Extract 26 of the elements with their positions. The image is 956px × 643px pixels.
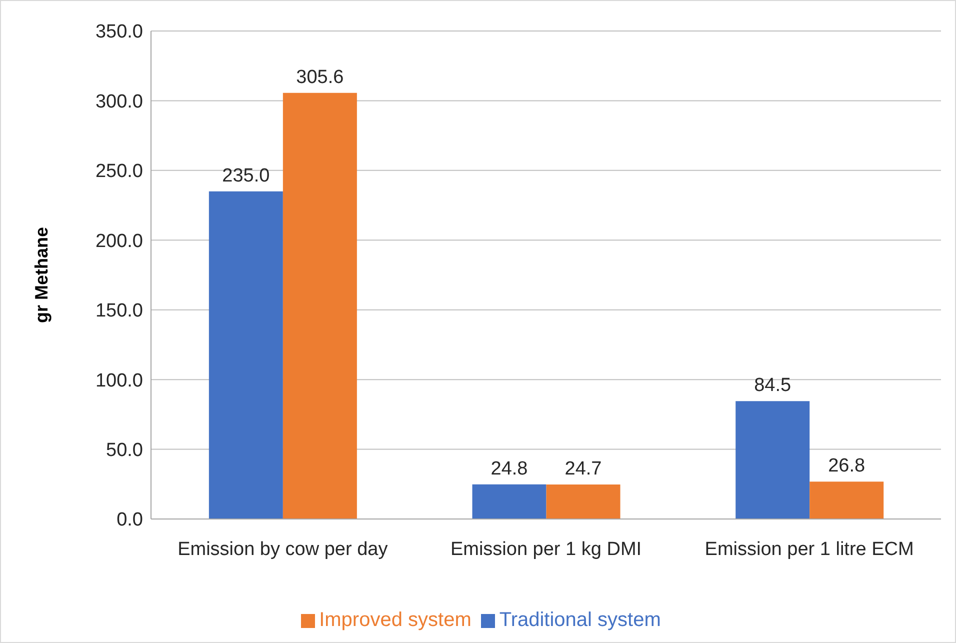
y-tick-label: 200.0: [95, 230, 143, 252]
data-label: 26.8: [828, 456, 866, 477]
bar: [736, 401, 810, 519]
legend-label: Improved system: [319, 609, 472, 631]
data-label: 235.0: [222, 165, 270, 186]
y-tick-label: 300.0: [95, 91, 143, 112]
y-axis-title: gr Methane: [31, 226, 52, 324]
y-tick-label: 350.0: [95, 22, 143, 43]
x-tick-label: Emission per 1 kg DMI: [450, 539, 642, 560]
bar: [282, 92, 357, 519]
data-label: 24.8: [490, 458, 528, 480]
bar: [208, 191, 283, 519]
legend-label: Traditional system: [499, 609, 661, 631]
x-tick-label: Emission by cow per day: [178, 539, 388, 560]
data-label: 24.7: [564, 458, 602, 480]
data-label: 305.6: [296, 66, 344, 88]
bar: [472, 484, 546, 519]
data-label: 84.5: [754, 375, 792, 396]
bar: [810, 482, 884, 519]
x-tick-label: Emission per 1 litre ECM: [704, 539, 914, 560]
y-tick-label: 0.0: [116, 510, 143, 531]
y-tick-label: 50.0: [106, 440, 143, 462]
y-tick-label: 250.0: [95, 161, 143, 182]
y-tick-label: 150.0: [95, 300, 143, 322]
bar: [546, 484, 620, 519]
y-tick-label: 100.0: [95, 370, 143, 392]
